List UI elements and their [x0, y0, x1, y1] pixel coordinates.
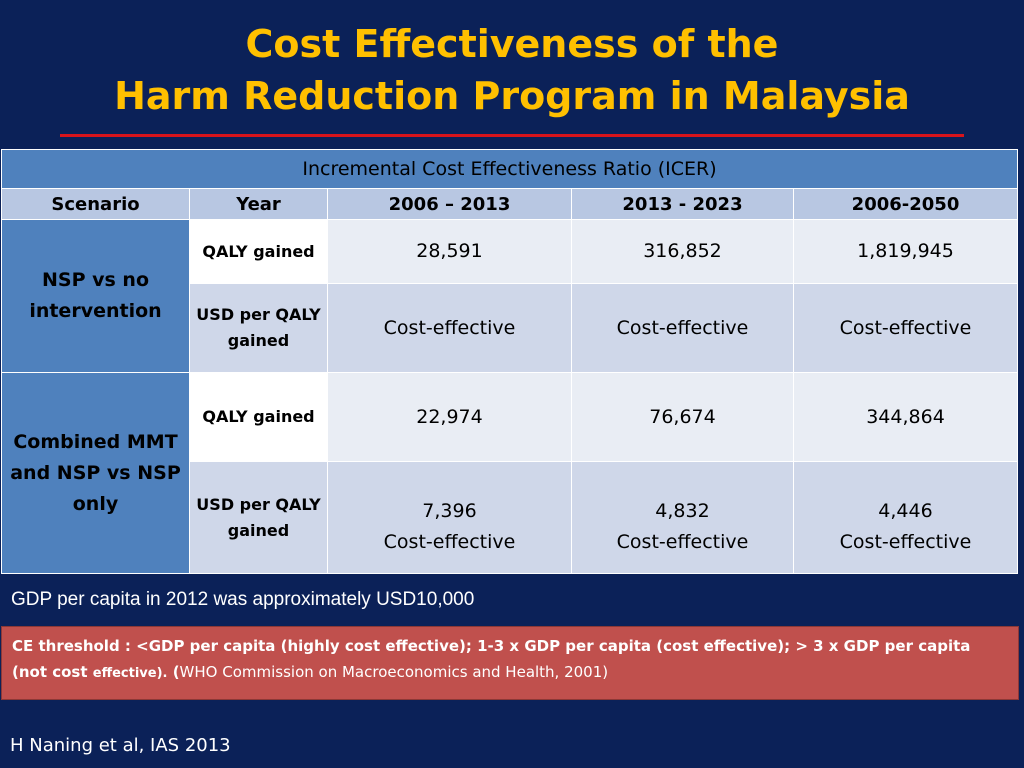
- cell-note: Cost-effective: [839, 530, 972, 553]
- scenario-combined-mmt-nsp: Combined MMT and NSP vs NSP only: [1, 372, 190, 574]
- cell-value: 1,819,945: [792, 219, 1019, 284]
- ce-threshold-text: CE threshold : <GDP per capita (highly c…: [12, 637, 971, 681]
- cell-value: Cost-effective: [792, 283, 1019, 373]
- cell-value: 22,974: [327, 372, 572, 462]
- table-caption: Incremental Cost Effectiveness Ratio (IC…: [0, 149, 1019, 189]
- table-row: USD per QALY gained Cost-effective Cost-…: [2, 283, 1019, 373]
- row-label-usd-per-qaly: USD per QALY gained: [189, 461, 328, 574]
- title-line-2: Harm Reduction Program in Malaysia: [114, 74, 910, 118]
- gdp-note: GDP per capita in 2012 was approximately…: [11, 589, 475, 610]
- cell-value: 344,864: [792, 372, 1019, 462]
- row-label-usd-per-qaly: USD per QALY gained: [189, 283, 328, 373]
- slide-title: Cost Effectiveness of the Harm Reduction…: [0, 18, 1024, 122]
- cell-note: Cost-effective: [616, 530, 749, 553]
- table-row: NSP vs no intervention QALY gained 28,59…: [1, 219, 1019, 373]
- cell-value-with-note: 7,396 Cost-effective: [327, 461, 572, 574]
- header-year: Year: [189, 188, 328, 220]
- header-scenario: Scenario: [1, 188, 190, 220]
- title-line-1: Cost Effectiveness of the: [245, 22, 779, 66]
- cell-value: Cost-effective: [571, 283, 794, 373]
- row-label-qaly: QALY gained: [189, 372, 328, 462]
- title-underline: [60, 134, 964, 137]
- header-2006-2013: 2006 – 2013: [327, 188, 572, 220]
- cell-value: 316,852: [571, 219, 794, 284]
- scenario-nsp-vs-no-intervention: NSP vs no intervention: [1, 219, 190, 373]
- row-label-qaly: QALY gained: [189, 219, 328, 284]
- cell-value-with-note: 4,446 Cost-effective: [792, 461, 1019, 574]
- icer-table: Incremental Cost Effectiveness Ratio (IC…: [0, 149, 1019, 574]
- header-2013-2023: 2013 - 2023: [571, 188, 794, 220]
- cell-value: 7,396: [422, 499, 477, 522]
- cell-value: 28,591: [327, 219, 572, 284]
- ce-threshold-source-open: (: [167, 663, 180, 681]
- cell-value: 76,674: [571, 372, 794, 462]
- table-row: Combined MMT and NSP vs NSP only QALY ga…: [1, 372, 1019, 574]
- citation: H Naning et al, IAS 2013: [10, 735, 231, 756]
- ce-threshold-source: WHO Commission on Macroeconomics and Hea…: [179, 663, 609, 681]
- ce-threshold-box: CE threshold : <GDP per capita (highly c…: [1, 626, 1019, 700]
- header-2006-2050: 2006-2050: [792, 188, 1019, 220]
- ce-threshold-text-end: effective).: [92, 666, 168, 681]
- cell-note: Cost-effective: [383, 530, 516, 553]
- table-row: USD per QALY gained 7,396 Cost-effective…: [2, 461, 1019, 574]
- cell-value: 4,446: [878, 499, 933, 522]
- cell-value: Cost-effective: [327, 283, 572, 373]
- cell-value-with-note: 4,832 Cost-effective: [571, 461, 794, 574]
- cell-value: 4,832: [655, 499, 710, 522]
